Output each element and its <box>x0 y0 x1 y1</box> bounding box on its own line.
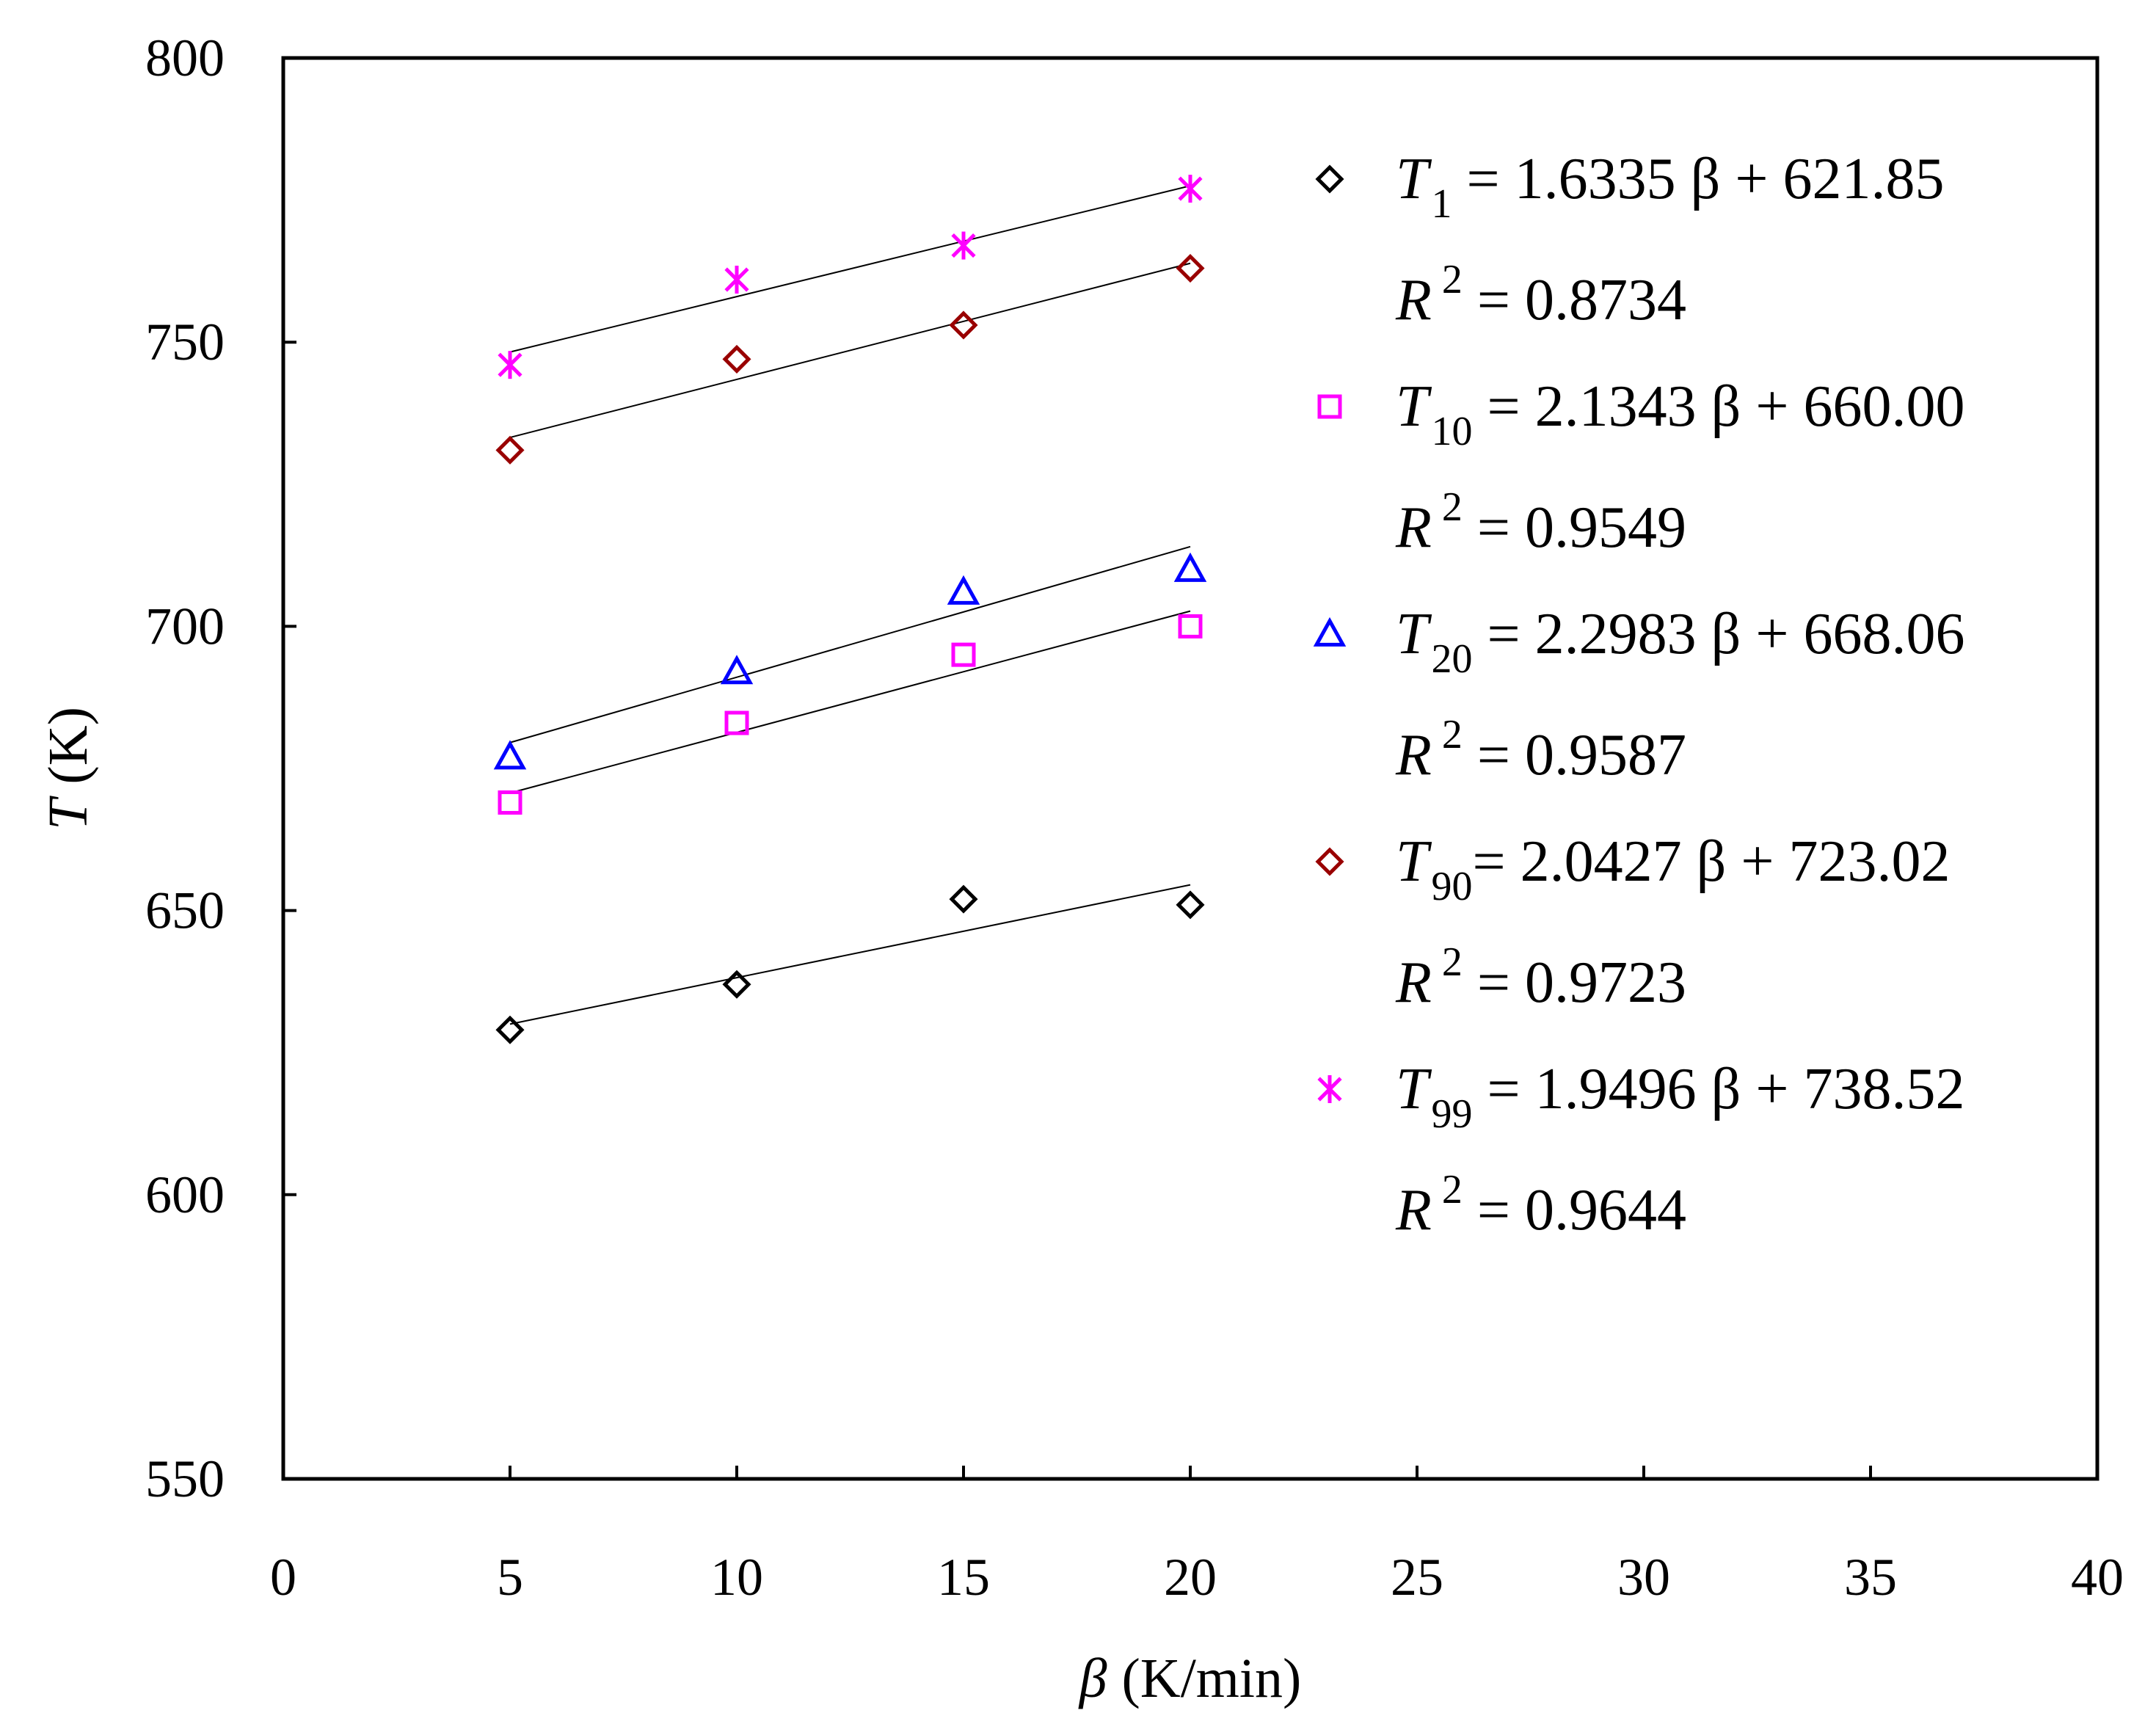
data-point-t99 <box>1178 175 1203 203</box>
x-axis-title: β (K/min) <box>1078 1648 1302 1709</box>
data-point-t99 <box>498 351 522 379</box>
trendline-t90 <box>509 262 1191 439</box>
data-point-t90 <box>495 435 525 465</box>
x-tick-label: 30 <box>1617 1548 1670 1607</box>
data-point-t90 <box>722 344 751 374</box>
trendlines <box>509 185 1191 1025</box>
data-point-t10 <box>498 790 522 815</box>
legend-equation-t99: T99 = 1.9496 β + 738.52 <box>1396 1057 1964 1137</box>
y-tick-label: 550 <box>145 1450 225 1508</box>
x-tick-label: 40 <box>2071 1548 2124 1607</box>
legend-marker-t20 <box>1313 617 1347 647</box>
trendline-t20 <box>509 545 1191 743</box>
y-tick-label: 700 <box>145 597 225 655</box>
y-axis-unit: (K) <box>37 707 99 785</box>
legend-marker-t10 <box>1317 394 1342 419</box>
x-tick-label: 35 <box>1844 1548 1897 1607</box>
x-tick-label: 10 <box>710 1548 763 1607</box>
data-point-t1 <box>495 1015 525 1044</box>
x-tick-label: 5 <box>497 1548 523 1607</box>
x-axis-unit: (K/min) <box>1122 1648 1302 1709</box>
trendline-t99 <box>509 185 1191 353</box>
data-markers <box>493 175 1207 1044</box>
legend-equation-t20: T20 = 2.2983 β + 668.06 <box>1396 602 1964 682</box>
data-point-t1 <box>1176 890 1205 920</box>
legend-equation-t1: T1 = 1.6335 β + 621.85 <box>1396 147 1944 227</box>
axis-ticks: 0 5 10 15 20 25 30 35 40 550 600 650 700 750 800 <box>145 29 2124 1607</box>
x-tick-label: 20 <box>1164 1548 1217 1607</box>
data-point-t20 <box>1173 552 1207 582</box>
legend-equation-t10: T10 = 2.1343 β + 660.00 <box>1396 374 1964 454</box>
data-point-t20 <box>720 655 754 685</box>
trendline-t10 <box>509 610 1191 794</box>
data-point-t20 <box>493 740 527 770</box>
legend-equation-t90: T90= 2.0427 β + 723.02 <box>1396 829 1950 909</box>
legend-marker-t90 <box>1315 847 1344 876</box>
data-point-t20 <box>947 575 980 605</box>
data-point-t10 <box>1178 614 1203 639</box>
data-point-t99 <box>724 266 749 294</box>
y-tick-label: 750 <box>145 313 225 371</box>
data-point-t1 <box>949 884 978 914</box>
data-point-t90 <box>949 310 978 340</box>
data-point-t10 <box>951 642 976 667</box>
legend-marker-t99 <box>1317 1075 1342 1103</box>
y-axis-title: T (K) <box>37 707 99 830</box>
data-point-t90 <box>1176 253 1205 283</box>
legend-marker-t1 <box>1315 164 1344 194</box>
x-tick-label: 25 <box>1391 1548 1443 1607</box>
data-point-t99 <box>951 231 976 260</box>
x-tick-label: 15 <box>937 1548 990 1607</box>
y-tick-label: 650 <box>145 881 225 940</box>
y-axis-symbol: T <box>37 796 99 830</box>
plot-area-frame <box>281 56 2099 1481</box>
x-tick-label: 0 <box>270 1548 296 1607</box>
trendline-t1 <box>509 884 1191 1025</box>
x-axis-symbol: β <box>1078 1648 1107 1709</box>
data-point-t10 <box>724 710 749 735</box>
data-point-t1 <box>722 970 751 999</box>
legend: T1 = 1.6335 β + 621.85 R 2 = 0.8734 T10 = 2… <box>1313 147 1964 1243</box>
y-tick-label: 600 <box>145 1165 225 1224</box>
y-tick-label: 800 <box>145 29 225 87</box>
